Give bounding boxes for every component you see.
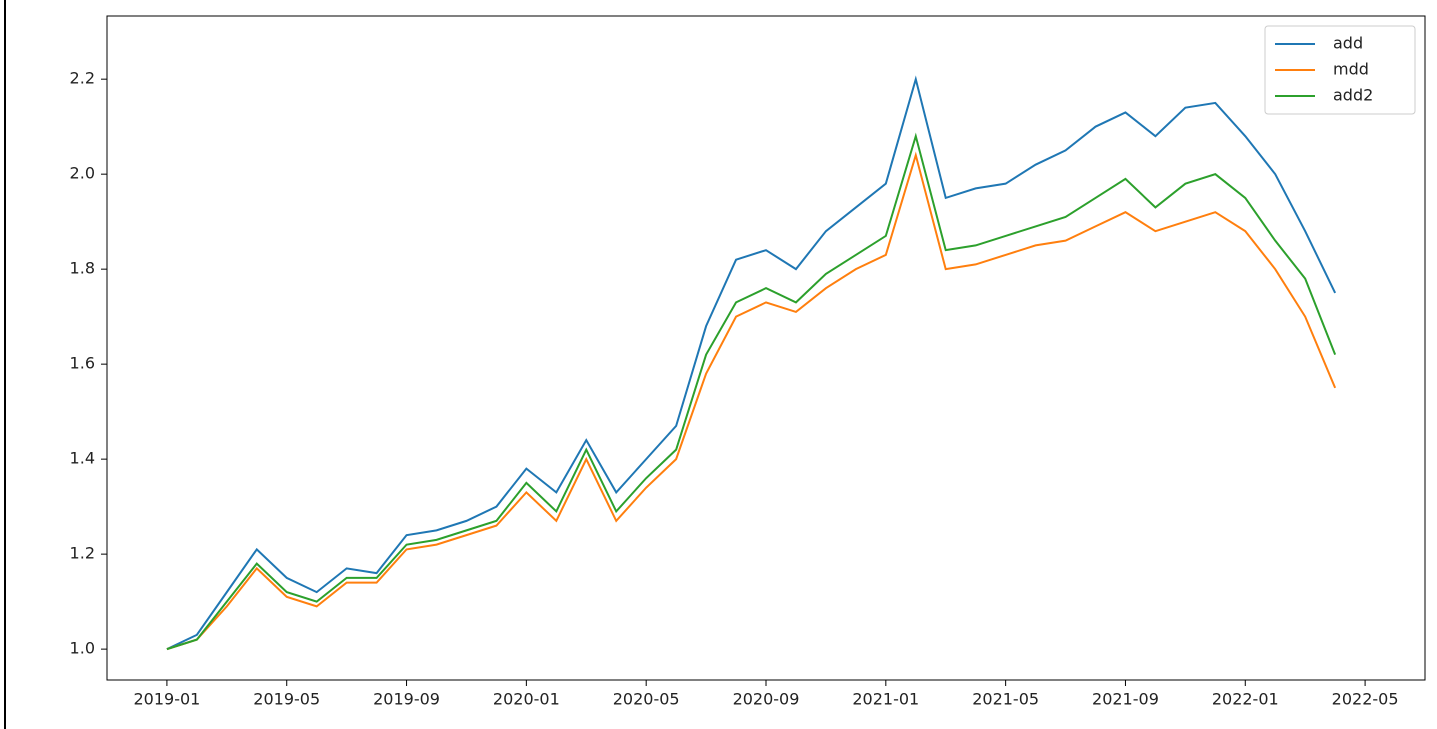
plot-frame	[106, 15, 1426, 681]
x-tick-label: 2020-01	[493, 690, 560, 709]
legend-box	[1264, 25, 1416, 115]
x-tick-label: 2021-09	[1092, 690, 1159, 709]
x-tick-label: 2021-05	[972, 690, 1039, 709]
y-tick-label: 1.2	[70, 544, 95, 563]
series-line	[166, 151, 1337, 651]
y-tick-label: 1.4	[70, 449, 95, 468]
y-tick-label: 1.6	[70, 354, 95, 373]
y-tick-label: 2.2	[70, 69, 95, 88]
series-line	[166, 132, 1337, 651]
legend-label: mdd	[1333, 60, 1369, 79]
x-tick-label: 2019-09	[373, 690, 440, 709]
x-tick-label: 2019-05	[253, 690, 320, 709]
y-tick-label: 1.0	[70, 639, 95, 658]
y-tick-label: 2.0	[70, 164, 95, 183]
x-tick-label: 2020-09	[733, 690, 800, 709]
x-tick-label: 2021-01	[852, 690, 919, 709]
series-line	[166, 75, 1337, 651]
legend-label: add2	[1333, 86, 1373, 105]
y-tick-label: 1.8	[70, 259, 95, 278]
x-tick-label: 2020-05	[613, 690, 680, 709]
x-tick-label: 2022-05	[1332, 690, 1399, 709]
legend-label: add	[1333, 34, 1363, 53]
x-tick-label: 2019-01	[133, 690, 200, 709]
x-tick-label: 2022-01	[1212, 690, 1279, 709]
